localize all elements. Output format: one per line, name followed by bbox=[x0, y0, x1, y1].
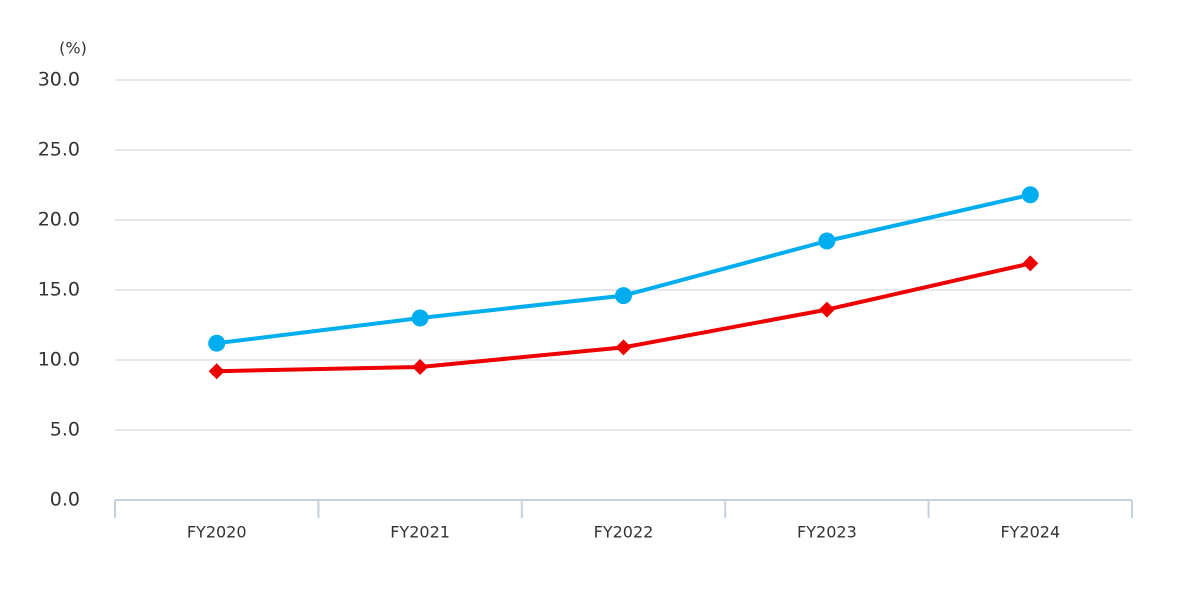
point-marker bbox=[615, 339, 632, 356]
point-marker bbox=[412, 359, 429, 375]
point-marker bbox=[818, 301, 835, 318]
point-marker bbox=[411, 309, 429, 327]
point-marker bbox=[818, 232, 836, 250]
x-tick-label: FY2024 bbox=[1000, 523, 1060, 542]
point-marker bbox=[208, 334, 226, 352]
x-tick-label: FY2021 bbox=[390, 523, 450, 542]
x-tick-label: FY2022 bbox=[594, 523, 654, 542]
y-tick-label: 10.0 bbox=[38, 349, 80, 371]
y-tick-label: 25.0 bbox=[38, 139, 80, 161]
point-marker bbox=[1021, 186, 1039, 204]
y-tick-label: 5.0 bbox=[50, 419, 80, 441]
x-tick-label: FY2020 bbox=[187, 523, 247, 542]
point-marker bbox=[208, 363, 225, 380]
x-tick-label: FY2023 bbox=[797, 523, 857, 542]
y-tick-label: 20.0 bbox=[38, 209, 80, 231]
point-marker bbox=[615, 287, 632, 305]
y-tick-label: 15.0 bbox=[38, 279, 80, 301]
y-axis-label: (%) bbox=[59, 39, 87, 58]
y-tick-label: 0.0 bbox=[50, 489, 80, 511]
y-tick-label: 30.0 bbox=[38, 69, 80, 91]
series-line bbox=[216, 192, 1031, 346]
point-marker bbox=[1022, 255, 1039, 272]
